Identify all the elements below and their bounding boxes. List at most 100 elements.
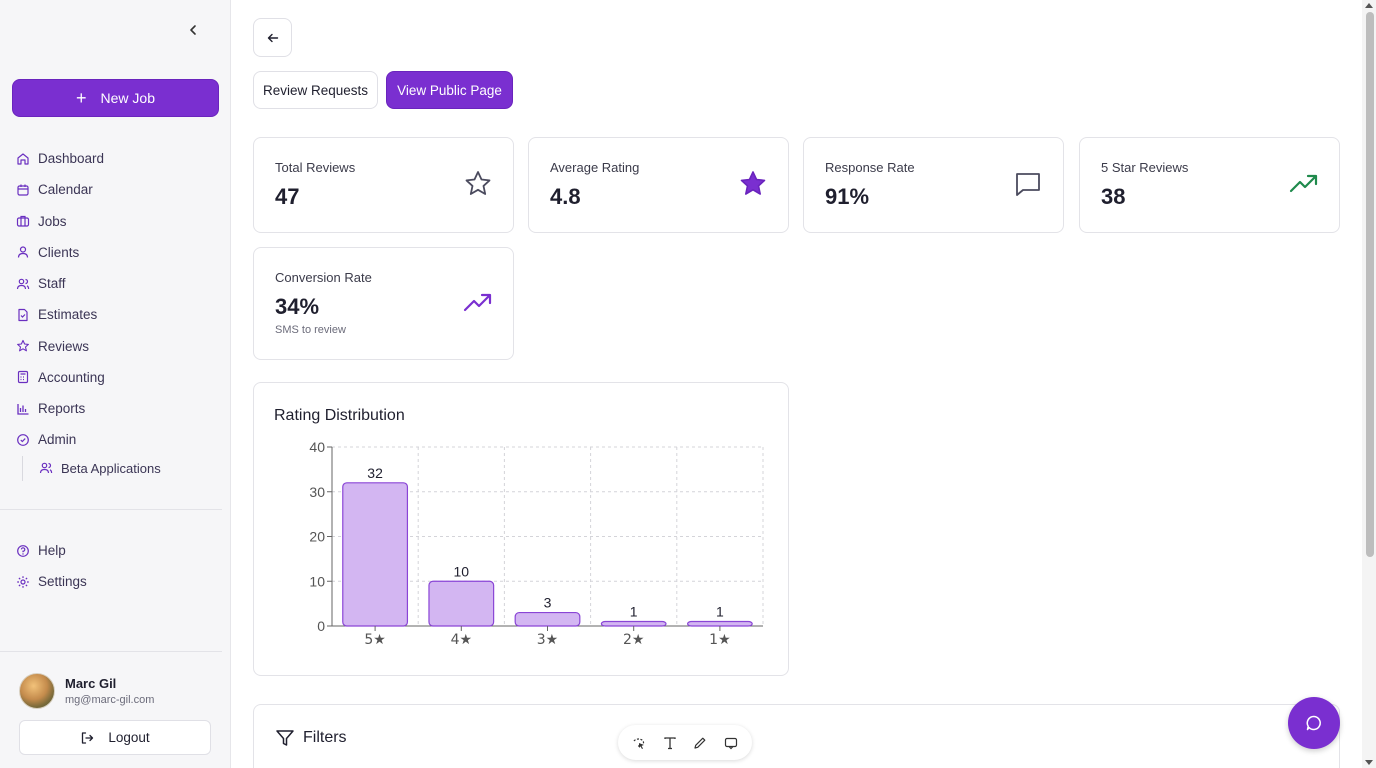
briefcase-icon	[16, 216, 30, 227]
x-tick-label: 5★	[364, 632, 385, 648]
user-email: mg@marc-gil.com	[65, 694, 155, 706]
scroll-up-arrow[interactable]	[1365, 3, 1373, 8]
stat-label: Response Rate	[825, 160, 915, 175]
plus-icon: +	[76, 88, 87, 108]
chat-button[interactable]	[1288, 697, 1340, 749]
sidebar-nav: Dashboard Calendar Jobs Clients Staff Es…	[0, 143, 231, 481]
file-icon	[18, 308, 28, 321]
sidebar-item-help[interactable]: Help	[0, 535, 231, 566]
sidebar-item-calendar[interactable]: Calendar	[0, 174, 231, 205]
sidebar-bottom-nav: Help Settings	[0, 535, 231, 598]
filter-icon	[276, 730, 294, 746]
sidebar-item-clients[interactable]: Clients	[0, 237, 231, 268]
bar-value-label: 1	[716, 604, 724, 620]
sidebar-item-label: Admin	[38, 432, 77, 448]
y-tick-label: 30	[309, 484, 325, 500]
star-filled-icon	[740, 171, 766, 195]
sidebar-item-label: Beta Applications	[61, 460, 161, 476]
new-job-button[interactable]: + New Job	[12, 79, 219, 117]
x-tick-label: 4★	[451, 632, 472, 648]
trending-up-icon	[1289, 174, 1318, 193]
trending-up-icon	[463, 293, 492, 312]
view-public-page-button[interactable]: View Public Page	[386, 71, 513, 109]
text-icon	[664, 736, 676, 749]
filters-title: Filters	[303, 729, 347, 746]
sidebar-item-admin[interactable]: Admin	[0, 424, 231, 455]
sidebar-item-label: Staff	[38, 276, 66, 292]
users-icon	[39, 462, 53, 474]
pen-tool-button[interactable]	[691, 734, 709, 752]
sidebar-item-dashboard[interactable]: Dashboard	[0, 143, 231, 174]
scroll-down-arrow[interactable]	[1365, 760, 1373, 765]
stat-value: 47	[275, 184, 300, 209]
avatar	[19, 673, 55, 709]
stat-value: 38	[1101, 184, 1126, 209]
sidebar-item-reports[interactable]: Reports	[0, 393, 231, 424]
annotation-toolbar	[618, 725, 752, 760]
page-scrollbar[interactable]	[1362, 0, 1376, 768]
review-requests-button[interactable]: Review Requests	[253, 71, 378, 109]
logout-label: Logout	[108, 730, 150, 745]
scrollbar-thumb[interactable]	[1366, 12, 1374, 557]
sidebar-item-label: Estimates	[38, 307, 98, 323]
chevron-left-icon	[190, 25, 196, 35]
stat-card-conversion-rate: Conversion Rate 34% SMS to review	[253, 247, 514, 360]
rating-distribution-card: Rating Distribution 0 10 20 30 40 32 5★ 10 4★ 3 3★…	[253, 382, 789, 676]
sidebar-item-reviews[interactable]: Reviews	[0, 331, 231, 362]
collapse-sidebar-button[interactable]	[183, 20, 203, 40]
sidebar-item-staff[interactable]: Staff	[0, 268, 231, 299]
user-profile[interactable]: Marc Gil mg@marc-gil.com	[19, 673, 154, 709]
filters-card: Filters	[253, 704, 1340, 768]
bar-chart-icon	[17, 403, 29, 415]
bar-value-label: 10	[454, 563, 470, 579]
chart-title: Rating Distribution	[274, 407, 405, 424]
text-tool-button[interactable]	[661, 734, 679, 752]
users-icon	[16, 278, 30, 289]
comment-icon	[724, 737, 737, 749]
user-icon	[17, 246, 29, 258]
pencil-icon	[694, 737, 706, 749]
y-tick-label: 20	[309, 529, 325, 545]
stat-value: 91%	[825, 184, 870, 209]
sidebar-item-label: Settings	[38, 574, 87, 590]
sidebar-item-label: Reviews	[38, 338, 90, 354]
bar	[514, 611, 581, 627]
x-tick-label: 1★	[709, 632, 730, 648]
rating-distribution-chart: 0 10 20 30 40 32 5★ 10 4★ 3 3★ 1 2★ 1 1★	[309, 439, 764, 648]
sidebar-item-label: Help	[38, 543, 66, 559]
comment-tool-button[interactable]	[722, 734, 740, 752]
stat-card-5-star-reviews: 5 Star Reviews 38	[1079, 137, 1340, 233]
select-tool-button[interactable]	[630, 734, 648, 752]
stat-card-total-reviews: Total Reviews 47	[253, 137, 514, 233]
bar	[600, 620, 667, 627]
calendar-icon	[17, 184, 29, 196]
new-job-label: New Job	[100, 90, 155, 106]
sidebar-item-settings[interactable]: Settings	[0, 566, 231, 597]
sidebar-divider	[0, 509, 222, 510]
stat-label: Total Reviews	[275, 160, 356, 175]
stat-value: 4.8	[550, 184, 581, 209]
logout-button[interactable]: Logout	[19, 720, 211, 755]
bar-value-label: 3	[544, 595, 552, 611]
stat-label: 5 Star Reviews	[1101, 160, 1189, 175]
logout-icon	[82, 731, 94, 744]
stat-label: Conversion Rate	[275, 270, 372, 285]
sidebar-item-accounting[interactable]: Accounting	[0, 362, 231, 393]
help-circle-icon	[17, 544, 29, 557]
sidebar-item-estimates[interactable]: Estimates	[0, 299, 231, 330]
y-tick-label: 40	[309, 439, 325, 455]
y-tick-label: 10	[309, 573, 325, 589]
stat-card-response-rate: Response Rate 91%	[803, 137, 1064, 233]
sidebar-item-label: Jobs	[38, 213, 67, 229]
sidebar-item-beta-applications[interactable]: Beta Applications	[22, 455, 231, 481]
shield-icon	[17, 433, 29, 446]
back-button[interactable]	[253, 18, 292, 57]
sidebar-item-label: Reports	[38, 401, 86, 417]
user-name: Marc Gil	[65, 676, 117, 691]
sidebar-item-label: Accounting	[38, 369, 105, 385]
message-square-icon	[1016, 173, 1040, 196]
sidebar-item-jobs[interactable]: Jobs	[0, 206, 231, 237]
bar	[428, 580, 495, 627]
stat-card-average-rating: Average Rating 4.8	[528, 137, 789, 233]
y-tick-label: 0	[317, 618, 325, 634]
